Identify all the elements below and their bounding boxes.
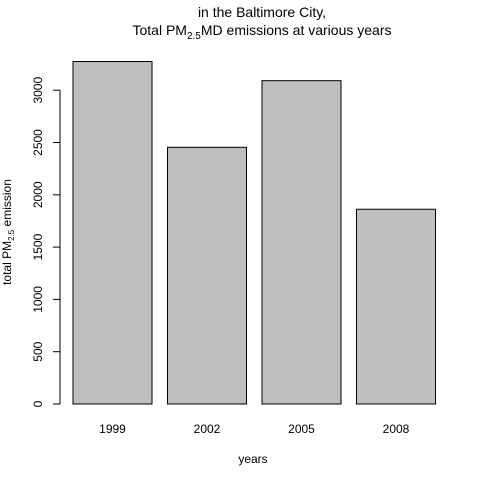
y-tick-label: 2500: [31, 129, 45, 156]
y-axis-label-suffix: emission: [0, 179, 14, 230]
y-tick-label: 0: [31, 400, 45, 407]
y-axis-label-prefix: total PM: [0, 241, 14, 285]
y-tick-label: 1000: [31, 286, 45, 313]
chart-title-subscript: 2.5: [187, 31, 201, 42]
chart-title-suffix: MD emissions at various years: [201, 22, 392, 38]
x-tick-label: 2008: [383, 422, 410, 436]
y-tick-label: 2000: [31, 181, 45, 208]
chart-title-prefix: Total PM: [133, 22, 187, 38]
x-axis-label: years: [238, 452, 267, 466]
bar-2002: [167, 146, 247, 405]
bar-2005: [261, 80, 342, 405]
x-tick-label: 2002: [194, 422, 221, 436]
chart-title-line2: Total PM2.5MD emissions at various years: [133, 22, 392, 42]
x-tick-label: 2005: [288, 422, 315, 436]
chart-title-line1: in the Baltimore City,: [198, 4, 326, 20]
bar-1999: [72, 61, 153, 405]
x-tick-labels: 1999 2002 2005 2008: [99, 422, 410, 436]
y-tick-label: 1500: [31, 233, 45, 260]
y-axis-label: total PM2.5 emission: [0, 179, 16, 285]
y-axis-label-subscript: 2.5: [7, 229, 16, 241]
bar-2008: [356, 208, 436, 405]
y-axis: 0 500 1000 1500 2000 2500 3000: [31, 77, 61, 407]
bars: [72, 61, 436, 405]
x-tick-label: 1999: [99, 422, 126, 436]
y-tick-label: 500: [31, 341, 45, 361]
y-tick-label: 3000: [31, 77, 45, 104]
